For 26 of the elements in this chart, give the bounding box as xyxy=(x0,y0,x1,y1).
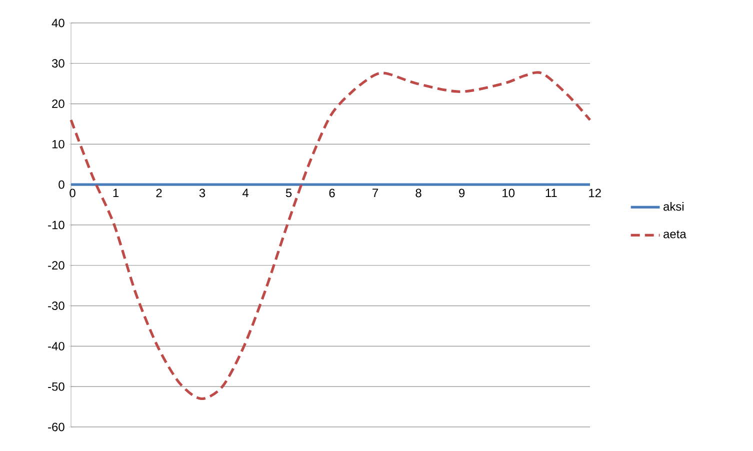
x-tick-label: 8 xyxy=(416,188,422,198)
y-tick-label: 0 xyxy=(58,180,64,189)
y-tick-label: 10 xyxy=(52,140,64,148)
y-tick-label: -60 xyxy=(48,422,64,432)
x-tick-label: 6 xyxy=(329,188,335,198)
x-tick-label: 12 xyxy=(589,188,601,198)
x-tick-label: 5 xyxy=(286,188,292,198)
x-tick-label: 4 xyxy=(242,188,248,197)
y-tick-label: -40 xyxy=(48,342,64,350)
x-tick-label: 7 xyxy=(372,188,378,197)
y-tick-label: -10 xyxy=(48,220,64,230)
y-tick-label: -50 xyxy=(48,382,64,391)
legend-label: aeta xyxy=(664,230,686,238)
x-tick-label: 10 xyxy=(502,188,515,198)
y-tick-label: -30 xyxy=(48,302,64,310)
x-tick-label: 2 xyxy=(156,188,162,198)
x-tick-label: 11 xyxy=(546,188,557,197)
y-tick-label: 40 xyxy=(52,18,64,28)
x-tick-label: 9 xyxy=(459,188,465,198)
x-tick-label: 1 xyxy=(113,188,119,197)
x-tick-label: 3 xyxy=(199,188,206,198)
x-tick-label: 0 xyxy=(70,188,76,198)
legend-label: aksi xyxy=(664,202,684,211)
y-tick-label: 20 xyxy=(52,100,64,108)
y-tick-label: 30 xyxy=(52,59,64,68)
y-tick-label: -20 xyxy=(48,261,64,270)
